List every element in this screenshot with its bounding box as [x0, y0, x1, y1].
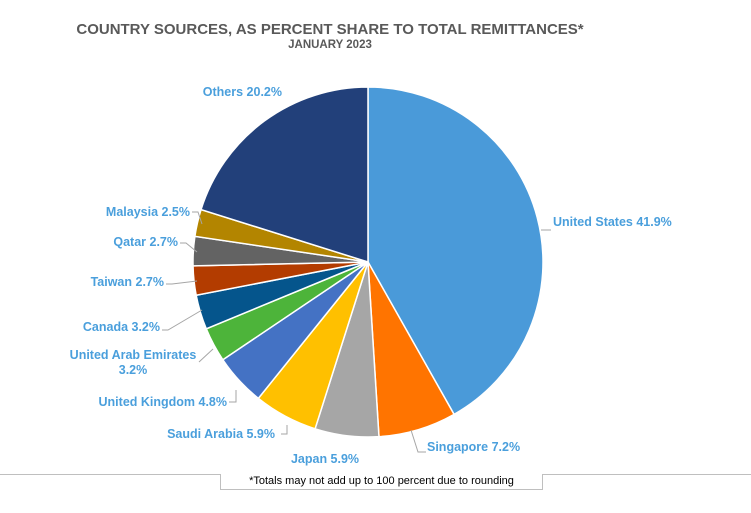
- slice-label-qatar: Qatar 2.7%: [113, 235, 178, 249]
- slice-label-others: Others 20.2%: [203, 85, 282, 99]
- slice-label-malaysia: Malaysia 2.5%: [106, 205, 190, 219]
- leader-line: [410, 429, 426, 453]
- chart-subtitle: JANUARY 2023: [288, 39, 372, 51]
- slice-label-taiwan: Taiwan 2.7%: [91, 275, 164, 289]
- leader-line: [198, 348, 214, 363]
- slice-label-united-arab-emirates: United Arab Emirates 3.2%: [70, 348, 197, 377]
- slice-label-japan: Japan 5.9%: [291, 452, 359, 466]
- footnote: *Totals may not add up to 100 percent du…: [220, 474, 543, 490]
- leader-line: [281, 425, 288, 435]
- slice-label-singapore: Singapore 7.2%: [427, 440, 520, 454]
- leader-line: [192, 211, 203, 225]
- slice-label-canada: Canada 3.2%: [83, 320, 160, 334]
- slice-label-saudi-arabia: Saudi Arabia 5.9%: [167, 427, 275, 441]
- chart-title: COUNTRY SOURCES, AS PERCENT SHARE TO TOT…: [76, 21, 584, 38]
- pie-slice-united-states: [367, 86, 544, 416]
- slice-label-united-kingdom: United Kingdom 4.8%: [99, 395, 227, 409]
- leader-line: [166, 280, 198, 285]
- slice-label-united-states: United States 41.9%: [553, 215, 672, 229]
- pie-slice-others: [200, 86, 369, 264]
- leader-line: [180, 242, 198, 253]
- leader-line: [162, 309, 203, 331]
- leader-line: [229, 390, 237, 403]
